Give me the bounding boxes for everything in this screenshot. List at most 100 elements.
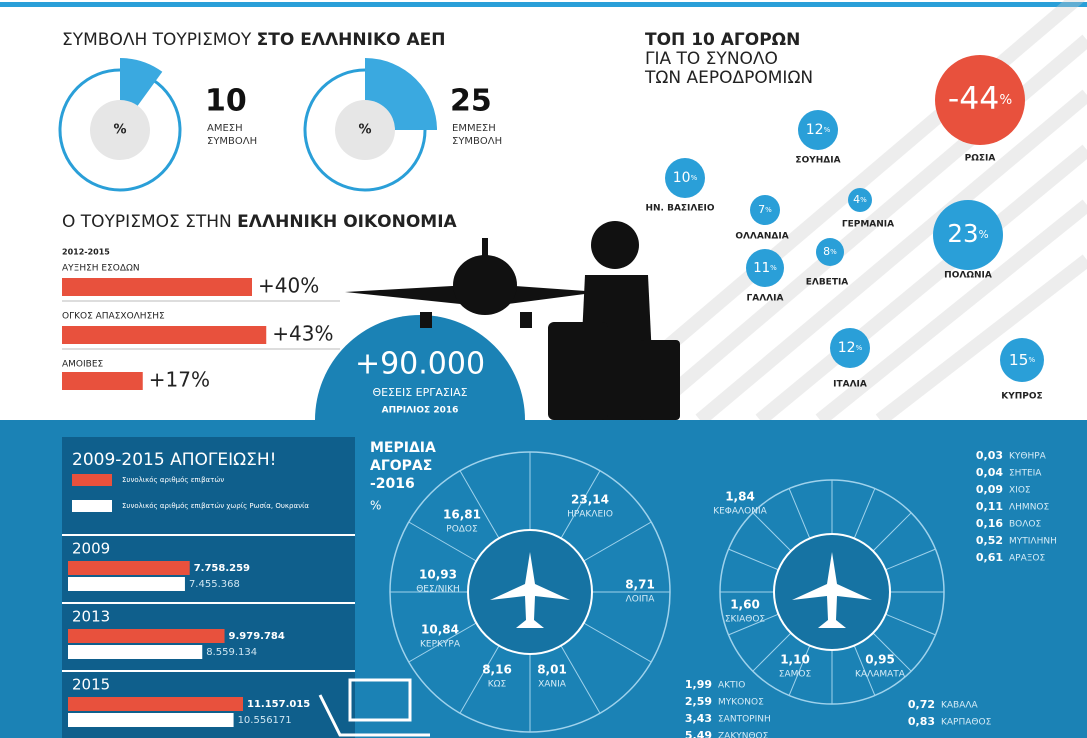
ring-divider — [583, 521, 652, 562]
plane-icon — [490, 552, 570, 628]
market-number: 11 — [753, 261, 770, 276]
share-name: ΚΑΛΑΜΑΤΑ — [855, 670, 906, 680]
share-value: 0,04 — [976, 466, 1003, 479]
market-unit: % — [979, 229, 989, 241]
share-name: ΧΑΝΙΑ — [538, 680, 567, 690]
top-rule — [0, 2, 1087, 7]
market-unit: % — [830, 248, 837, 256]
share-value: 1,99 — [685, 678, 712, 691]
title-bold: ΕΛΛΗΝΙΚΗ ΟΙΚΟΝΟΜΙΑ — [237, 212, 457, 232]
share-value: 1,84 — [725, 490, 755, 504]
donut-label: ΣΥΜΒΟΛΗ — [207, 136, 257, 147]
ring-divider — [583, 622, 652, 663]
passenger-value: 10.556171 — [238, 715, 292, 726]
jobs-dome — [315, 315, 525, 420]
share-name: ΧΙΟΣ — [1009, 486, 1031, 496]
market-value: -44% — [948, 81, 1012, 117]
share-name: ΜΥΚΟΝΟΣ — [718, 698, 764, 708]
legend-label: Συνολικός αριθμός επιβατών χωρίς Ρωσία, … — [122, 502, 309, 510]
passenger-value: 7.455.368 — [189, 579, 240, 590]
market-value: 12% — [806, 122, 831, 138]
market-name: ΙΤΑΛΙΑ — [833, 380, 867, 390]
market-value: 8% — [823, 245, 837, 258]
ring-divider — [885, 548, 936, 571]
share-value: 5,49 — [685, 729, 712, 738]
ring-divider — [872, 512, 912, 552]
market-name: ΡΩΣΙΑ — [965, 154, 996, 164]
passenger-bar — [68, 629, 225, 643]
markets-title: ΤΟΠ 10 ΑΓΟΡΩΝ — [645, 30, 800, 50]
donut-label: ΣΥΜΒΟΛΗ — [452, 136, 502, 147]
share-value: 3,43 — [685, 712, 712, 725]
economy-label: ΑΜΟΙΒΕΣ — [62, 360, 104, 370]
share-name: ΖΑΚΥΝΘΟΣ — [718, 732, 769, 738]
markets-title: ΤΩΝ ΑΕΡΟΔΡΟΜΙΩΝ — [644, 68, 813, 88]
donut-value: 25 — [450, 84, 492, 119]
passenger-bar — [68, 697, 243, 711]
share-name: ΛΟΙΠΑ — [626, 595, 656, 605]
share-value: 0,52 — [976, 534, 1003, 547]
share-value: 10,93 — [419, 568, 457, 582]
market-number: 10 — [673, 170, 691, 186]
market-bubble — [935, 55, 1025, 145]
year: 2015 — [72, 676, 110, 694]
market-value: 10% — [673, 170, 698, 186]
share-value: 16,81 — [443, 508, 481, 522]
man-illustration — [548, 221, 680, 420]
title-bold: ΣΤΟ ΕΛΛΗΝΙΚΟ ΑΕΠ — [257, 30, 446, 50]
share-value: 0,61 — [976, 551, 1003, 564]
ring-divider — [788, 645, 811, 696]
market-bubble — [746, 249, 784, 287]
share-name: ΚΕΡΚΥΡΑ — [420, 640, 461, 650]
economy-label: ΟΓΚΟΣ ΑΠΑΣΧΟΛΗΣΗΣ — [62, 312, 165, 322]
market-bubble — [798, 110, 838, 150]
economy-value: +40% — [258, 274, 319, 298]
share-value: 0,83 — [908, 715, 935, 728]
takeoff-title: 2009-2015 ΑΠΟΓΕΙΩΣΗ! — [72, 450, 276, 470]
cart-icon — [318, 678, 430, 737]
market-number: -44 — [948, 81, 999, 117]
share-value: 1,10 — [780, 653, 810, 667]
market-number: 12 — [806, 122, 824, 138]
ring-divider — [752, 512, 792, 552]
share-value: 8,01 — [537, 663, 567, 677]
donut-center — [335, 100, 395, 160]
share-name: ΚΥΘΗΡΑ — [1009, 452, 1047, 462]
jobs-date: ΑΠΡΙΛΙΟΣ 2016 — [382, 406, 459, 416]
market-unit: % — [856, 344, 863, 352]
market-bubble — [816, 238, 844, 266]
market-unit: % — [770, 264, 777, 272]
plane-icon — [792, 552, 872, 628]
market-number: 15 — [1009, 351, 1029, 369]
market-number: 8 — [823, 245, 830, 258]
ring-divider — [459, 470, 500, 539]
share-value: 0,11 — [976, 500, 1003, 513]
ring-divider — [560, 645, 601, 714]
market-unit: % — [691, 174, 698, 182]
ring-divider — [408, 622, 477, 663]
ring-divider — [788, 488, 811, 539]
market-bubble — [848, 188, 872, 212]
legend-swatch — [72, 474, 112, 486]
ring-divider — [728, 613, 779, 636]
market-name: ΠΟΛΩΝΙΑ — [944, 271, 992, 281]
market-unit: % — [765, 206, 772, 214]
market-number: 7 — [758, 203, 765, 216]
market-unit: % — [860, 196, 867, 204]
gdp-title: ΣΥΜΒΟΛΗ ΤΟΥΡΙΣΜΟΥ ΣΤΟ ΕΛΛΗΝΙΚΟ ΑΕΠ — [62, 30, 445, 50]
ring-divider — [752, 632, 792, 672]
passenger-bar — [68, 713, 234, 727]
market-bubble — [665, 158, 705, 198]
economy-value: +43% — [272, 322, 333, 346]
market-unit: % — [1028, 356, 1035, 364]
share-name: ΣΑΜΟΣ — [779, 670, 812, 680]
donut-value: 10 — [205, 84, 247, 119]
jobs-label: ΘΕΣΕΙΣ ΕΡΓΑΣΙΑΣ — [372, 386, 467, 399]
donut-label: ΕΜΜΕΣΗ — [452, 123, 496, 134]
map-hatching — [635, 0, 1087, 426]
donut-center — [90, 100, 150, 160]
ring-divider — [459, 645, 500, 714]
share-value: 0,16 — [976, 517, 1003, 530]
share-value: 0,95 — [865, 653, 895, 667]
jobs-value: +90.000 — [355, 347, 485, 382]
